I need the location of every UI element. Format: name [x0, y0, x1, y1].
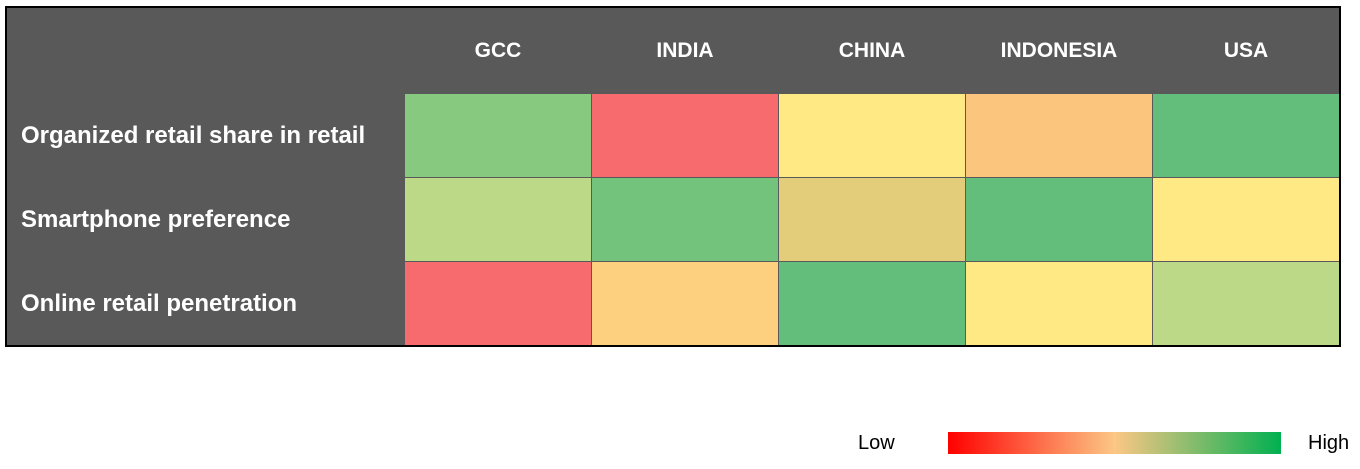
heat-cell — [592, 178, 778, 261]
heat-cell — [592, 94, 778, 177]
heat-cell — [592, 262, 778, 345]
column-header-usa: USA — [1153, 8, 1339, 93]
column-header-indonesia: INDONESIA — [966, 8, 1152, 93]
row-header-organized-retail: Organized retail share in retail — [7, 94, 404, 177]
heat-cell — [1153, 94, 1339, 177]
heat-cell — [405, 178, 591, 261]
color-legend: Low High — [848, 428, 1358, 460]
heat-cell — [1153, 178, 1339, 261]
heat-cell — [1153, 262, 1339, 345]
heat-cell — [405, 94, 591, 177]
column-header-gcc: GCC — [405, 8, 591, 93]
legend-gradient-bar — [948, 432, 1281, 454]
heat-cell — [405, 262, 591, 345]
row-header-smartphone-preference: Smartphone preference — [7, 178, 404, 261]
column-header-china: CHINA — [779, 8, 965, 93]
heat-cell — [966, 178, 1152, 261]
heat-cell — [966, 262, 1152, 345]
legend-low-label: Low — [858, 432, 895, 454]
heat-cell — [779, 262, 965, 345]
corner-cell — [7, 8, 404, 93]
heat-cell — [779, 94, 965, 177]
column-header-india: INDIA — [592, 8, 778, 93]
legend-high-label: High — [1308, 432, 1350, 454]
heatmap-table: GCC INDIA CHINA INDONESIA USA Organized … — [5, 6, 1341, 347]
row-header-online-retail: Online retail penetration — [7, 262, 404, 345]
heat-cell — [966, 94, 1152, 177]
heat-cell — [779, 178, 965, 261]
